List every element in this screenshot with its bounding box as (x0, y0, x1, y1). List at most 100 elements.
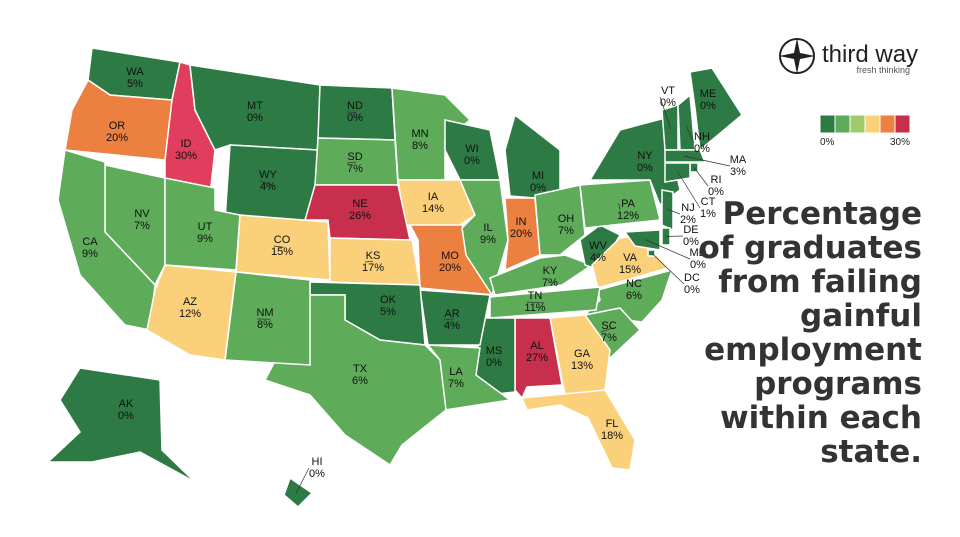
state-value: 8% (257, 319, 273, 331)
state-abbr: MA (730, 154, 747, 166)
state-abbr: OR (109, 120, 126, 132)
state (46, 367, 196, 483)
state-value: 1% (700, 208, 716, 220)
state-abbr: OH (558, 213, 575, 225)
state-value: 27% (526, 352, 548, 364)
leader-line (693, 167, 709, 187)
state-abbr: DC (684, 272, 700, 284)
title-line: programs (754, 366, 922, 402)
state (534, 184, 586, 256)
state-abbr: GA (574, 348, 591, 360)
state-value: 26% (349, 210, 371, 222)
title-line: within each (720, 400, 922, 436)
legend-label: 30% (890, 137, 910, 148)
state-value: 0% (694, 143, 710, 155)
legend-swatch (864, 114, 881, 134)
state-abbr: AK (119, 398, 134, 410)
state-value: 0% (637, 162, 653, 174)
state (520, 389, 636, 471)
state-abbr: KY (543, 265, 558, 277)
leader-line (665, 235, 684, 237)
state-value: 20% (439, 262, 461, 274)
state-value: 0% (347, 112, 363, 124)
state (661, 189, 674, 232)
state-value: 6% (626, 290, 642, 302)
state-value: 5% (380, 306, 396, 318)
state-abbr: NJ (681, 202, 694, 214)
state-value: 15% (271, 246, 293, 258)
state (146, 264, 237, 361)
state-value: 0% (660, 97, 676, 109)
title-line: Percentage (723, 196, 922, 232)
leader-line (685, 124, 695, 144)
legend-swatch (819, 114, 836, 134)
state-value: 4% (260, 181, 276, 193)
state (623, 229, 661, 251)
state-value: 0% (708, 186, 724, 198)
state-abbr: WY (259, 169, 277, 181)
state-abbr: CT (701, 196, 716, 208)
state-value: 0% (530, 182, 546, 194)
state-abbr: IN (516, 216, 527, 228)
state-abbr: WI (465, 143, 478, 155)
state-abbr: FL (606, 418, 619, 430)
state-value: 12% (617, 210, 639, 222)
leader-line (651, 252, 685, 285)
state-abbr: SC (601, 320, 616, 332)
state-abbr: WV (589, 240, 607, 252)
state-abbr: TN (528, 290, 543, 302)
state-abbr: ID (181, 138, 192, 150)
state-abbr: CO (274, 234, 291, 246)
state-abbr: TX (353, 363, 368, 375)
leader-line (600, 327, 614, 333)
state-abbr: NY (637, 150, 653, 162)
state-abbr: NM (256, 307, 273, 319)
state-abbr: KS (366, 250, 381, 262)
logo: third way fresh thinking (779, 38, 918, 75)
state-abbr: AZ (183, 296, 197, 308)
state (588, 117, 681, 207)
state-abbr: IA (428, 191, 439, 203)
state (579, 179, 661, 229)
leader-line (667, 208, 681, 215)
state-value: 20% (510, 228, 532, 240)
state-value: 20% (106, 132, 128, 144)
state-abbr: NE (352, 198, 367, 210)
state-abbr: RI (711, 174, 722, 186)
legend-label: 0% (820, 137, 835, 148)
state-abbr: MS (486, 345, 503, 357)
state (549, 314, 611, 396)
legend-swatch (879, 114, 896, 134)
state-abbr: MI (532, 170, 544, 182)
leader-line (644, 239, 691, 260)
state-value: 0% (700, 100, 716, 112)
state-abbr: SD (347, 151, 362, 163)
state (583, 268, 674, 323)
state (458, 179, 509, 297)
state-value: 0% (118, 410, 134, 422)
leader-line (526, 301, 545, 304)
state-abbr: NH (694, 131, 710, 143)
state-value: 7% (542, 277, 558, 289)
legend: 0% 30% (819, 114, 911, 148)
title-line: of graduates (699, 230, 922, 266)
state-abbr: MO (441, 250, 459, 262)
state-value: 7% (601, 332, 617, 344)
state-abbr: CA (82, 236, 98, 248)
state-abbr: MT (247, 100, 263, 112)
state-value: 0% (309, 468, 325, 480)
state-abbr: NC (626, 278, 642, 290)
brand-tagline: fresh thinking (856, 65, 910, 75)
title-line: from failing (718, 264, 922, 300)
state-abbr: MD (689, 247, 706, 259)
leader-line (677, 171, 701, 209)
state-abbr: PA (621, 198, 636, 210)
leader-line (346, 161, 357, 164)
leader-line (659, 96, 672, 129)
leader-line (683, 155, 731, 167)
state-value: 11% (524, 302, 545, 314)
state-value: 2% (680, 214, 696, 226)
state-value: 3% (730, 166, 746, 178)
